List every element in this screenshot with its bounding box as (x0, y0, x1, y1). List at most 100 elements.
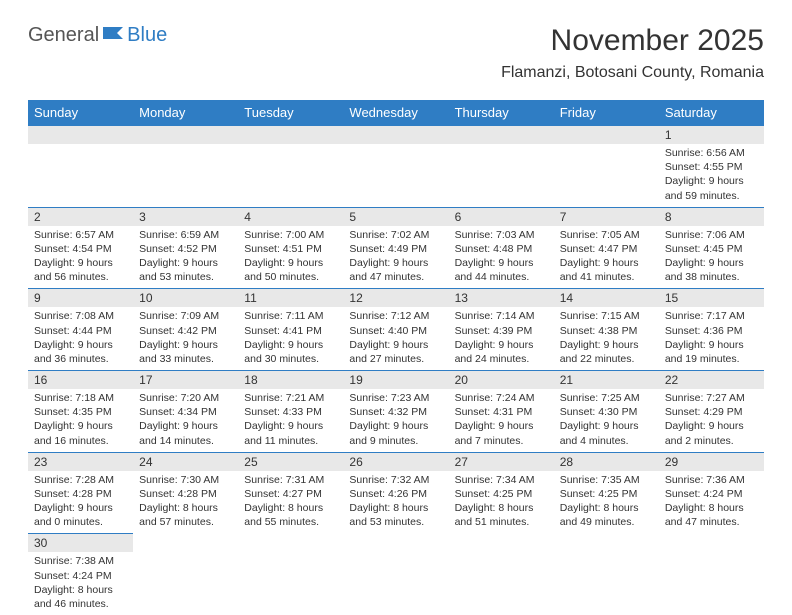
day-details: Sunrise: 7:11 AMSunset: 4:41 PMDaylight:… (238, 307, 343, 370)
day-number (449, 534, 554, 552)
weekday-header: Tuesday (238, 100, 343, 126)
day-number: 5 (343, 208, 448, 226)
sunrise-text: Sunrise: 7:05 AM (560, 228, 653, 242)
week-row: 1Sunrise: 6:56 AMSunset: 4:55 PMDaylight… (28, 126, 764, 208)
day-number: 23 (28, 453, 133, 471)
week-row: 16Sunrise: 7:18 AMSunset: 4:35 PMDayligh… (28, 371, 764, 453)
weekday-header: Thursday (449, 100, 554, 126)
day-cell (554, 126, 659, 208)
day-number: 22 (659, 371, 764, 389)
day-cell (343, 534, 448, 615)
logo-text-general: General (28, 24, 99, 47)
day-cell: 1Sunrise: 6:56 AMSunset: 4:55 PMDaylight… (659, 126, 764, 208)
day-number: 24 (133, 453, 238, 471)
day-number: 28 (554, 453, 659, 471)
sunrise-text: Sunrise: 7:12 AM (349, 309, 442, 323)
day-number: 6 (449, 208, 554, 226)
daylight-text: and 44 minutes. (455, 270, 548, 284)
daylight-text: Daylight: 9 hours (34, 256, 127, 270)
daylight-text: Daylight: 8 hours (34, 583, 127, 597)
week-row: 23Sunrise: 7:28 AMSunset: 4:28 PMDayligh… (28, 452, 764, 534)
sunrise-text: Sunrise: 6:59 AM (139, 228, 232, 242)
sunset-text: Sunset: 4:40 PM (349, 324, 442, 338)
daylight-text: and 47 minutes. (665, 515, 758, 529)
sunset-text: Sunset: 4:51 PM (244, 242, 337, 256)
day-details: Sunrise: 7:05 AMSunset: 4:47 PMDaylight:… (554, 226, 659, 289)
day-number: 11 (238, 289, 343, 307)
day-details: Sunrise: 7:09 AMSunset: 4:42 PMDaylight:… (133, 307, 238, 370)
day-details: Sunrise: 7:21 AMSunset: 4:33 PMDaylight:… (238, 389, 343, 452)
day-number: 7 (554, 208, 659, 226)
daylight-text: Daylight: 9 hours (244, 338, 337, 352)
sunrise-text: Sunrise: 7:31 AM (244, 473, 337, 487)
daylight-text: Daylight: 8 hours (244, 501, 337, 515)
month-title: November 2025 (501, 24, 764, 58)
daylight-text: Daylight: 9 hours (560, 419, 653, 433)
day-details: Sunrise: 7:28 AMSunset: 4:28 PMDaylight:… (28, 471, 133, 534)
flag-icon (103, 25, 125, 46)
day-cell: 5Sunrise: 7:02 AMSunset: 4:49 PMDaylight… (343, 207, 448, 289)
daylight-text: Daylight: 9 hours (560, 338, 653, 352)
day-details: Sunrise: 7:25 AMSunset: 4:30 PMDaylight:… (554, 389, 659, 452)
day-cell: 21Sunrise: 7:25 AMSunset: 4:30 PMDayligh… (554, 371, 659, 453)
daylight-text: and 59 minutes. (665, 189, 758, 203)
day-number: 20 (449, 371, 554, 389)
daylight-text: and 27 minutes. (349, 352, 442, 366)
day-number (659, 534, 764, 552)
daylight-text: Daylight: 9 hours (34, 419, 127, 433)
day-details: Sunrise: 7:24 AMSunset: 4:31 PMDaylight:… (449, 389, 554, 452)
day-cell: 23Sunrise: 7:28 AMSunset: 4:28 PMDayligh… (28, 452, 133, 534)
sunrise-text: Sunrise: 7:08 AM (34, 309, 127, 323)
daylight-text: Daylight: 9 hours (455, 419, 548, 433)
day-number (133, 126, 238, 144)
day-cell (659, 534, 764, 615)
weekday-header-row: Sunday Monday Tuesday Wednesday Thursday… (28, 100, 764, 126)
sunrise-text: Sunrise: 7:15 AM (560, 309, 653, 323)
day-cell: 19Sunrise: 7:23 AMSunset: 4:32 PMDayligh… (343, 371, 448, 453)
week-row: 9Sunrise: 7:08 AMSunset: 4:44 PMDaylight… (28, 289, 764, 371)
daylight-text: and 9 minutes. (349, 434, 442, 448)
daylight-text: Daylight: 9 hours (349, 338, 442, 352)
title-block: November 2025 Flamanzi, Botosani County,… (501, 24, 764, 82)
day-cell: 11Sunrise: 7:11 AMSunset: 4:41 PMDayligh… (238, 289, 343, 371)
daylight-text: and 41 minutes. (560, 270, 653, 284)
sunset-text: Sunset: 4:41 PM (244, 324, 337, 338)
day-cell: 24Sunrise: 7:30 AMSunset: 4:28 PMDayligh… (133, 452, 238, 534)
day-cell (28, 126, 133, 208)
day-number (343, 534, 448, 552)
sunrise-text: Sunrise: 7:24 AM (455, 391, 548, 405)
daylight-text: and 46 minutes. (34, 597, 127, 611)
day-details: Sunrise: 7:02 AMSunset: 4:49 PMDaylight:… (343, 226, 448, 289)
sunrise-text: Sunrise: 7:14 AM (455, 309, 548, 323)
sunrise-text: Sunrise: 7:21 AM (244, 391, 337, 405)
sunset-text: Sunset: 4:45 PM (665, 242, 758, 256)
sunset-text: Sunset: 4:47 PM (560, 242, 653, 256)
day-details: Sunrise: 7:38 AMSunset: 4:24 PMDaylight:… (28, 552, 133, 615)
calendar-table: Sunday Monday Tuesday Wednesday Thursday… (28, 100, 764, 615)
day-number: 27 (449, 453, 554, 471)
day-number: 4 (238, 208, 343, 226)
header: General Blue November 2025 Flamanzi, Bot… (28, 24, 764, 82)
sunrise-text: Sunrise: 7:11 AM (244, 309, 337, 323)
weekday-header: Monday (133, 100, 238, 126)
daylight-text: Daylight: 9 hours (665, 419, 758, 433)
day-details: Sunrise: 7:30 AMSunset: 4:28 PMDaylight:… (133, 471, 238, 534)
day-cell (449, 126, 554, 208)
daylight-text: Daylight: 8 hours (455, 501, 548, 515)
daylight-text: and 47 minutes. (349, 270, 442, 284)
sunset-text: Sunset: 4:36 PM (665, 324, 758, 338)
day-cell: 9Sunrise: 7:08 AMSunset: 4:44 PMDaylight… (28, 289, 133, 371)
daylight-text: and 53 minutes. (139, 270, 232, 284)
daylight-text: Daylight: 9 hours (349, 256, 442, 270)
daylight-text: and 7 minutes. (455, 434, 548, 448)
day-cell: 13Sunrise: 7:14 AMSunset: 4:39 PMDayligh… (449, 289, 554, 371)
sunrise-text: Sunrise: 7:18 AM (34, 391, 127, 405)
sunset-text: Sunset: 4:30 PM (560, 405, 653, 419)
sunrise-text: Sunrise: 7:17 AM (665, 309, 758, 323)
sunrise-text: Sunrise: 7:36 AM (665, 473, 758, 487)
day-cell: 17Sunrise: 7:20 AMSunset: 4:34 PMDayligh… (133, 371, 238, 453)
day-details: Sunrise: 7:36 AMSunset: 4:24 PMDaylight:… (659, 471, 764, 534)
daylight-text: Daylight: 9 hours (34, 338, 127, 352)
daylight-text: and 4 minutes. (560, 434, 653, 448)
day-details: Sunrise: 7:35 AMSunset: 4:25 PMDaylight:… (554, 471, 659, 534)
